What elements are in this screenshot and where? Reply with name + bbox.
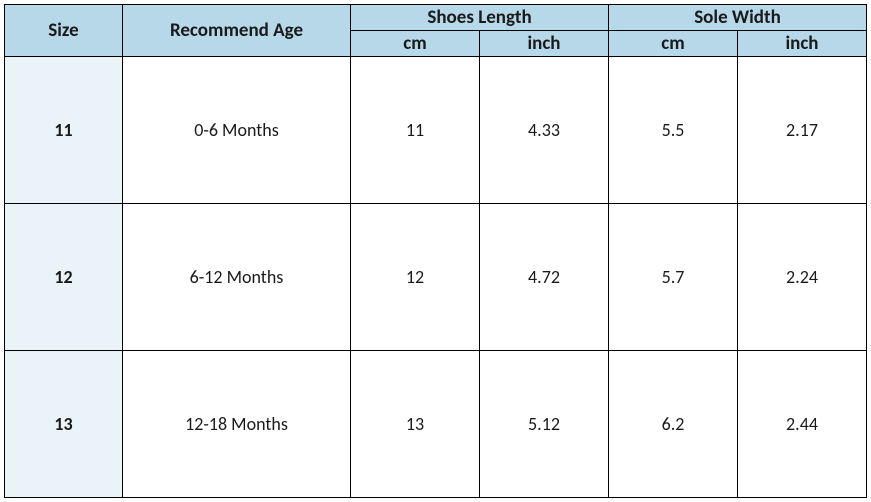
cell-age: 0-6 Months bbox=[123, 57, 351, 204]
cell-width-inch: 2.24 bbox=[738, 204, 867, 351]
table-header: Size Recommend Age Shoes Length Sole Wid… bbox=[5, 5, 867, 57]
cell-age: 6-12 Months bbox=[123, 204, 351, 351]
cell-age: 12-18 Months bbox=[123, 351, 351, 498]
cell-width-cm: 5.5 bbox=[609, 57, 738, 204]
cell-size: 13 bbox=[5, 351, 123, 498]
col-header-width: Sole Width bbox=[609, 5, 867, 31]
cell-length-cm: 13 bbox=[351, 351, 480, 498]
col-header-length: Shoes Length bbox=[351, 5, 609, 31]
table-row: 11 0-6 Months 11 4.33 5.5 2.17 bbox=[5, 57, 867, 204]
header-row-1: Size Recommend Age Shoes Length Sole Wid… bbox=[5, 5, 867, 31]
col-header-length-cm: cm bbox=[351, 31, 480, 57]
col-header-age: Recommend Age bbox=[123, 5, 351, 57]
col-header-length-inch: inch bbox=[480, 31, 609, 57]
cell-length-inch: 4.33 bbox=[480, 57, 609, 204]
cell-length-inch: 4.72 bbox=[480, 204, 609, 351]
table-row: 13 12-18 Months 13 5.12 6.2 2.44 bbox=[5, 351, 867, 498]
cell-length-cm: 12 bbox=[351, 204, 480, 351]
cell-length-inch: 5.12 bbox=[480, 351, 609, 498]
table-body: 11 0-6 Months 11 4.33 5.5 2.17 12 6-12 M… bbox=[5, 57, 867, 498]
cell-width-cm: 6.2 bbox=[609, 351, 738, 498]
cell-width-inch: 2.17 bbox=[738, 57, 867, 204]
col-header-width-inch: inch bbox=[738, 31, 867, 57]
table-row: 12 6-12 Months 12 4.72 5.7 2.24 bbox=[5, 204, 867, 351]
col-header-size: Size bbox=[5, 5, 123, 57]
cell-width-cm: 5.7 bbox=[609, 204, 738, 351]
size-chart: Size Recommend Age Shoes Length Sole Wid… bbox=[0, 0, 871, 502]
cell-size: 11 bbox=[5, 57, 123, 204]
cell-length-cm: 11 bbox=[351, 57, 480, 204]
cell-size: 12 bbox=[5, 204, 123, 351]
size-table: Size Recommend Age Shoes Length Sole Wid… bbox=[4, 4, 867, 498]
col-header-width-cm: cm bbox=[609, 31, 738, 57]
cell-width-inch: 2.44 bbox=[738, 351, 867, 498]
